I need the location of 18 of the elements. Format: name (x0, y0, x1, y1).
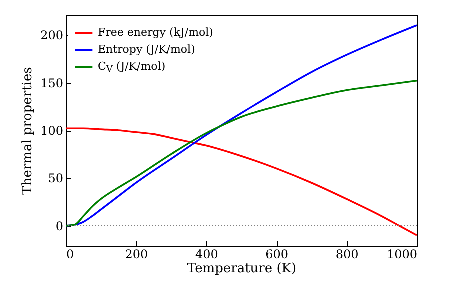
x-axis-title: Temperature (K) (187, 262, 297, 276)
legend-label: Free energy (kJ/mol) (98, 26, 214, 39)
x-tick-label: 600 (266, 248, 289, 262)
y-axis-title: Thermal properties (20, 67, 36, 195)
y-tick-label: 0 (56, 219, 64, 234)
x-tick-label: 400 (195, 248, 218, 262)
x-tick-label: 800 (336, 248, 359, 262)
line-series (66, 128, 417, 236)
y-tick-label: 50 (48, 172, 64, 186)
x-tick-label: 1000 (386, 248, 418, 262)
x-tick-label: 200 (125, 248, 148, 262)
y-tick-label: 100 (40, 124, 64, 138)
x-tick-label: 0 (66, 248, 74, 262)
legend-label: Entropy (J/K/mol) (98, 43, 196, 56)
y-tick-label: 150 (40, 76, 64, 90)
legend-label: C$_{V}$ (J/K/mol) (98, 60, 166, 75)
y-tick-label: 200 (40, 28, 64, 43)
line-series (66, 80, 417, 227)
